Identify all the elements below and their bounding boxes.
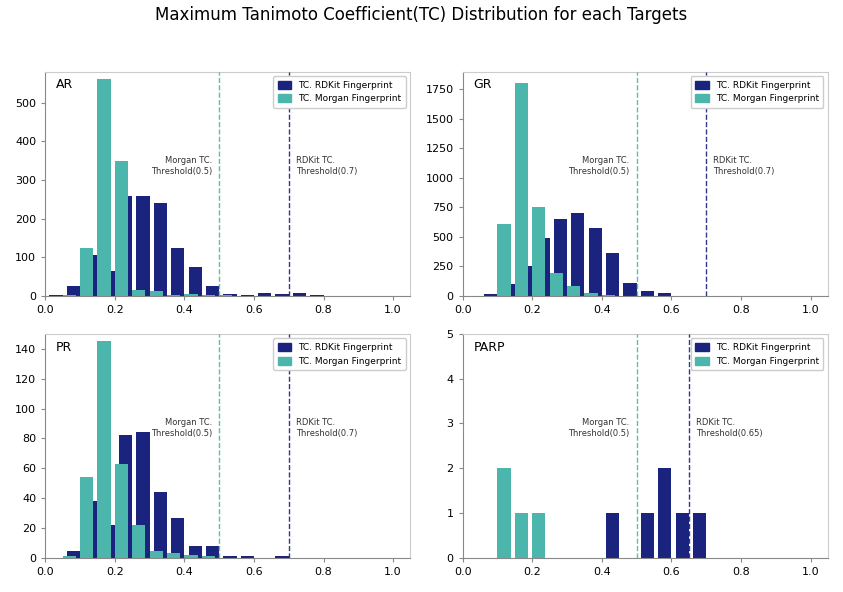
Bar bbox=[658, 294, 671, 296]
Bar bbox=[606, 513, 620, 558]
Bar bbox=[171, 247, 185, 296]
Text: AR: AR bbox=[56, 78, 73, 91]
Bar bbox=[149, 551, 163, 558]
Text: GR: GR bbox=[474, 78, 492, 91]
Bar bbox=[153, 492, 167, 558]
Bar bbox=[550, 273, 563, 296]
Bar bbox=[223, 556, 237, 558]
Bar bbox=[584, 294, 598, 296]
Bar bbox=[137, 196, 149, 296]
Bar bbox=[97, 79, 110, 296]
Bar bbox=[588, 228, 602, 296]
Bar bbox=[97, 342, 110, 558]
Bar bbox=[497, 224, 511, 296]
Bar bbox=[149, 291, 163, 296]
Text: PARP: PARP bbox=[474, 340, 505, 353]
Legend: TC. RDKit Fingerprint, TC. Morgan Fingerprint: TC. RDKit Fingerprint, TC. Morgan Finger… bbox=[273, 339, 406, 370]
Bar bbox=[276, 294, 288, 296]
Bar bbox=[241, 295, 254, 296]
Text: Morgan TC.
Threshold(0.5): Morgan TC. Threshold(0.5) bbox=[568, 419, 630, 437]
Text: RDKit TC.
Threshold(0.65): RDKit TC. Threshold(0.65) bbox=[695, 419, 762, 437]
Bar bbox=[67, 551, 80, 558]
Bar bbox=[502, 284, 515, 296]
Bar bbox=[167, 554, 180, 558]
Bar bbox=[101, 271, 115, 296]
Bar bbox=[119, 196, 132, 296]
Text: Morgan TC.
Threshold(0.5): Morgan TC. Threshold(0.5) bbox=[568, 156, 630, 175]
Bar bbox=[137, 433, 149, 558]
Bar bbox=[532, 513, 545, 558]
Bar bbox=[241, 556, 254, 558]
Bar bbox=[258, 292, 271, 296]
Bar bbox=[84, 255, 97, 296]
Text: Morgan TC.
Threshold(0.5): Morgan TC. Threshold(0.5) bbox=[151, 156, 212, 175]
Text: PR: PR bbox=[56, 340, 72, 353]
Bar bbox=[167, 295, 180, 296]
Bar bbox=[532, 207, 545, 296]
Bar bbox=[153, 203, 167, 296]
Bar bbox=[101, 525, 115, 558]
Legend: TC. RDKit Fingerprint, TC. Morgan Fingerprint: TC. RDKit Fingerprint, TC. Morgan Finger… bbox=[690, 339, 824, 370]
Bar bbox=[606, 253, 620, 296]
Bar bbox=[572, 213, 584, 296]
Bar bbox=[201, 556, 215, 558]
Bar bbox=[567, 286, 580, 296]
Bar bbox=[115, 464, 128, 558]
Bar bbox=[536, 238, 550, 296]
Bar bbox=[84, 501, 97, 558]
Bar bbox=[80, 247, 94, 296]
Bar bbox=[185, 294, 197, 296]
Bar bbox=[624, 284, 636, 296]
Bar bbox=[293, 292, 306, 296]
Text: RDKit TC.
Threshold(0.7): RDKit TC. Threshold(0.7) bbox=[296, 156, 357, 175]
Bar bbox=[62, 295, 76, 296]
Bar bbox=[119, 436, 132, 558]
Bar bbox=[519, 266, 532, 296]
Bar bbox=[132, 290, 145, 296]
Bar bbox=[185, 555, 197, 558]
Bar bbox=[206, 286, 219, 296]
Bar bbox=[189, 267, 201, 296]
Bar bbox=[641, 291, 654, 296]
Bar bbox=[50, 295, 62, 296]
Bar bbox=[515, 513, 528, 558]
Bar bbox=[206, 546, 219, 558]
Bar bbox=[641, 513, 654, 558]
Bar bbox=[171, 517, 185, 558]
Bar bbox=[132, 525, 145, 558]
Bar bbox=[554, 218, 567, 296]
Legend: TC. RDKit Fingerprint, TC. Morgan Fingerprint: TC. RDKit Fingerprint, TC. Morgan Finger… bbox=[690, 76, 824, 108]
Bar bbox=[115, 160, 128, 296]
Legend: TC. RDKit Fingerprint, TC. Morgan Fingerprint: TC. RDKit Fingerprint, TC. Morgan Finger… bbox=[273, 76, 406, 108]
Bar bbox=[497, 468, 511, 558]
Text: RDKit TC.
Threshold(0.7): RDKit TC. Threshold(0.7) bbox=[296, 419, 357, 437]
Bar bbox=[515, 83, 528, 296]
Bar bbox=[276, 556, 288, 558]
Bar bbox=[484, 294, 497, 296]
Bar bbox=[693, 513, 706, 558]
Bar bbox=[223, 294, 237, 296]
Bar bbox=[658, 468, 671, 558]
Bar bbox=[189, 546, 201, 558]
Bar bbox=[201, 295, 215, 296]
Text: Maximum Tanimoto Coefficient(TC) Distribution for each Targets: Maximum Tanimoto Coefficient(TC) Distrib… bbox=[155, 6, 688, 24]
Bar bbox=[67, 286, 80, 296]
Bar bbox=[310, 295, 324, 296]
Bar bbox=[675, 513, 689, 558]
Text: RDKit TC.
Threshold(0.7): RDKit TC. Threshold(0.7) bbox=[713, 156, 775, 175]
Bar bbox=[80, 477, 94, 558]
Bar bbox=[62, 556, 76, 558]
Text: Morgan TC.
Threshold(0.5): Morgan TC. Threshold(0.5) bbox=[151, 419, 212, 437]
